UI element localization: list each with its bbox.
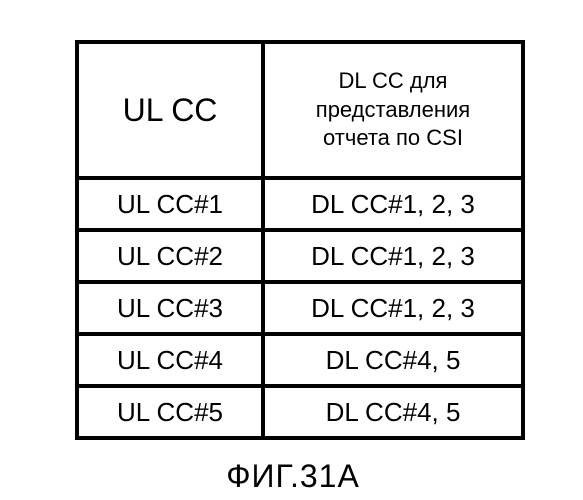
header-dl-cc: DL CC для представления отчета по CSI [263, 42, 523, 178]
cell-dl: DL CC#4, 5 [263, 386, 523, 438]
table-row: UL CC#3 DL CC#1, 2, 3 [77, 282, 523, 334]
cell-ul: UL CC#5 [77, 386, 263, 438]
header-ul-cc: UL CC [77, 42, 263, 178]
cell-dl: DL CC#1, 2, 3 [263, 282, 523, 334]
table-row: UL CC#2 DL CC#1, 2, 3 [77, 230, 523, 282]
figure-wrapper: UL CC DL CC для представления отчета по … [75, 40, 525, 495]
header-ul-cc-label: UL CC [123, 92, 218, 128]
table-row: UL CC#4 DL CC#4, 5 [77, 334, 523, 386]
cell-ul: UL CC#2 [77, 230, 263, 282]
header-dl-cc-line2: представления [316, 97, 470, 122]
cell-ul: UL CC#4 [77, 334, 263, 386]
table-row: UL CC#1 DL CC#1, 2, 3 [77, 178, 523, 230]
cc-mapping-table: UL CC DL CC для представления отчета по … [75, 40, 525, 440]
cell-ul: UL CC#1 [77, 178, 263, 230]
cell-ul: UL CC#3 [77, 282, 263, 334]
table-row: UL CC#5 DL CC#4, 5 [77, 386, 523, 438]
cell-dl: DL CC#1, 2, 3 [263, 230, 523, 282]
figure-caption: ФИГ.31A [75, 458, 511, 495]
cell-dl: DL CC#4, 5 [263, 334, 523, 386]
header-dl-cc-line1: DL CC для [339, 68, 448, 93]
header-dl-cc-line3: отчета по CSI [323, 125, 463, 150]
table-header-row: UL CC DL CC для представления отчета по … [77, 42, 523, 178]
cell-dl: DL CC#1, 2, 3 [263, 178, 523, 230]
